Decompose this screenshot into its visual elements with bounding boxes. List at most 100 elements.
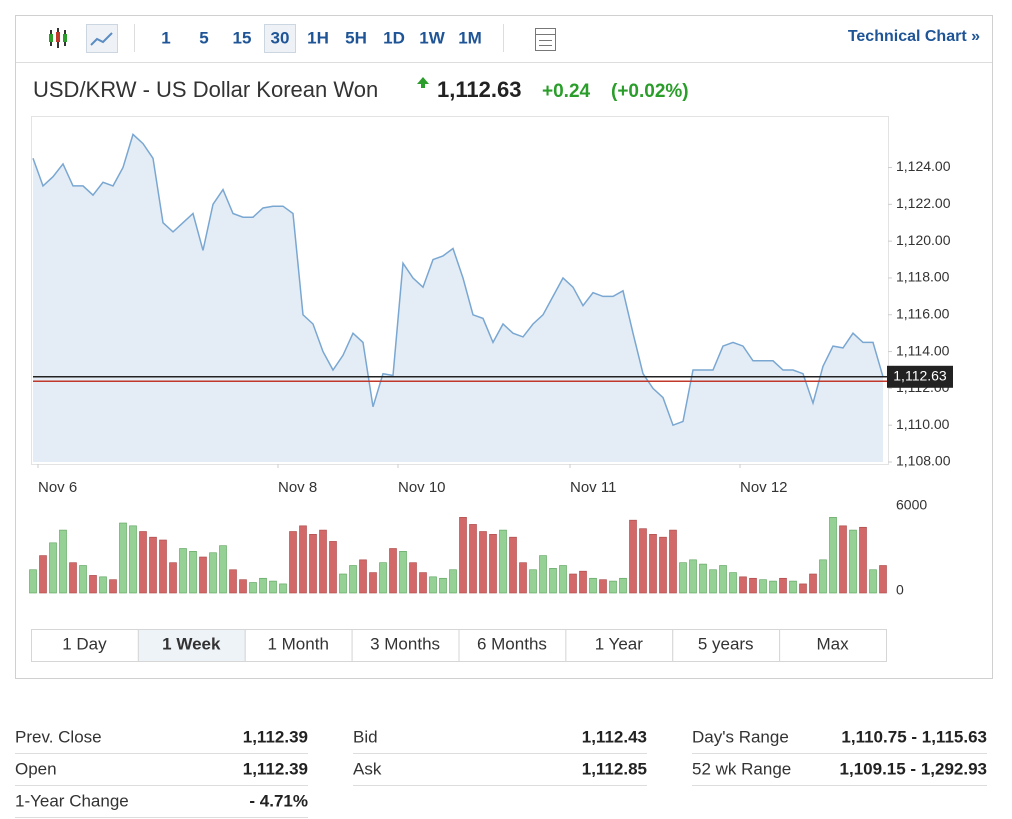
range-tab-label[interactable]: 6 Months — [477, 634, 547, 653]
price-line — [32, 133, 884, 427]
volume-bar — [809, 573, 817, 594]
volume-bar — [279, 583, 287, 594]
range-tab-label[interactable]: 3 Months — [370, 634, 440, 653]
stat-value: 1,112.85 — [582, 759, 647, 778]
range-tab[interactable] — [137, 629, 246, 662]
volume-bar — [779, 577, 787, 594]
up-arrow — [417, 77, 429, 84]
volume-bar — [669, 529, 677, 594]
interval-button[interactable]: 30 — [271, 28, 290, 47]
volume-bar — [819, 559, 827, 594]
interval-button[interactable]: 5 — [199, 28, 208, 47]
volume-bar — [629, 519, 637, 594]
volume-bar — [879, 565, 887, 594]
up-arrow-stem — [421, 84, 425, 88]
volume-bar — [539, 555, 547, 594]
volume-bar — [219, 545, 227, 594]
range-tab[interactable] — [565, 629, 674, 662]
y-tick-label: 1,122.00 — [896, 195, 951, 211]
volume-bar — [599, 579, 607, 594]
volume-bar — [89, 575, 97, 594]
stat-value: 1,109.15 - 1,292.93 — [840, 759, 987, 778]
interval-button[interactable]: 1M — [458, 28, 482, 47]
range-tab[interactable] — [244, 629, 353, 662]
volume-bar — [149, 536, 157, 594]
volume-bar — [59, 529, 67, 594]
interval-button[interactable]: 5H — [345, 28, 367, 47]
range-tab-label[interactable]: Max — [817, 634, 850, 653]
volume-bar — [399, 551, 407, 594]
line-chart-icon[interactable] — [86, 24, 118, 53]
volume-bar — [749, 577, 757, 594]
stat-value: 1,112.43 — [582, 727, 647, 746]
volume-bar — [799, 583, 807, 594]
volume-bar — [429, 576, 437, 594]
volume-bar — [449, 569, 457, 594]
volume-bar — [379, 562, 387, 594]
y-tick-label: 1,116.00 — [896, 305, 950, 321]
volume-tick-label: 6000 — [896, 497, 927, 513]
range-tab-label[interactable]: 1 Day — [62, 634, 107, 653]
volume-bar — [369, 572, 377, 594]
range-tab[interactable] — [779, 629, 887, 662]
volume-bar — [509, 536, 517, 594]
table-icon[interactable] — [535, 28, 556, 51]
price-change-percent: (+0.02%) — [611, 81, 689, 102]
volume-bar — [109, 579, 117, 594]
y-tick-label: 1,120.00 — [896, 232, 951, 248]
volume-bar — [559, 565, 567, 594]
range-tab-label[interactable]: 1 Year — [595, 634, 644, 653]
interval-button[interactable]: 1H — [307, 28, 329, 47]
y-tick-label: 1,124.00 — [896, 158, 951, 174]
volume-bar — [529, 569, 537, 594]
interval-button[interactable]: 15 — [233, 28, 252, 47]
volume-bar — [269, 580, 277, 594]
volume-bar — [759, 579, 767, 594]
volume-bar — [419, 572, 427, 594]
volume-bar — [229, 569, 237, 594]
volume-tick-label: 0 — [896, 582, 904, 598]
range-tab[interactable] — [351, 629, 460, 662]
range-tab-label[interactable]: 1 Month — [267, 634, 328, 653]
volume-bar — [79, 565, 87, 594]
volume-bar — [869, 569, 877, 594]
volume-bar — [339, 573, 347, 594]
volume-bar — [619, 577, 627, 594]
volume-bar — [179, 548, 187, 594]
volume-bar — [729, 572, 737, 594]
x-tick-label: Nov 6 — [38, 479, 77, 496]
volume-bar — [609, 580, 617, 594]
volume-bar — [289, 531, 297, 594]
y-tick-label: 1,114.00 — [896, 342, 950, 358]
candlestick-icon[interactable] — [49, 28, 67, 48]
volume-bar — [589, 577, 597, 594]
x-tick-label: Nov 8 — [278, 479, 317, 496]
volume-bar — [659, 536, 667, 594]
y-tick-label: 1,108.00 — [896, 453, 951, 469]
technical-chart-link[interactable]: Technical Chart » — [848, 28, 980, 45]
range-tab[interactable] — [672, 629, 781, 662]
stat-label: Day's Range — [692, 727, 789, 746]
volume-bar — [569, 573, 577, 594]
range-tab-label[interactable]: 5 years — [698, 634, 754, 653]
interval-button[interactable]: 1D — [383, 28, 405, 47]
plot-frame — [31, 116, 889, 465]
range-tab-label[interactable]: 1 Week — [162, 634, 221, 653]
volume-bar — [849, 529, 857, 594]
stat-label: 52 wk Range — [692, 759, 791, 778]
y-tick-label: 1,110.00 — [896, 416, 950, 432]
price-change: +0.24 — [542, 81, 591, 102]
y-tick-label: 1,118.00 — [896, 269, 950, 285]
volume-bar — [259, 577, 267, 594]
area-fill — [33, 134, 883, 462]
interval-button[interactable]: 1 — [161, 28, 170, 47]
volume-bar — [579, 570, 587, 594]
x-tick-label: Nov 12 — [740, 479, 788, 496]
volume-bar — [649, 534, 657, 594]
interval-button[interactable]: 1W — [419, 28, 445, 47]
volume-bar — [169, 562, 177, 594]
stat-label: Prev. Close — [15, 727, 102, 746]
volume-bar — [639, 528, 647, 594]
volume-bar — [389, 548, 397, 594]
